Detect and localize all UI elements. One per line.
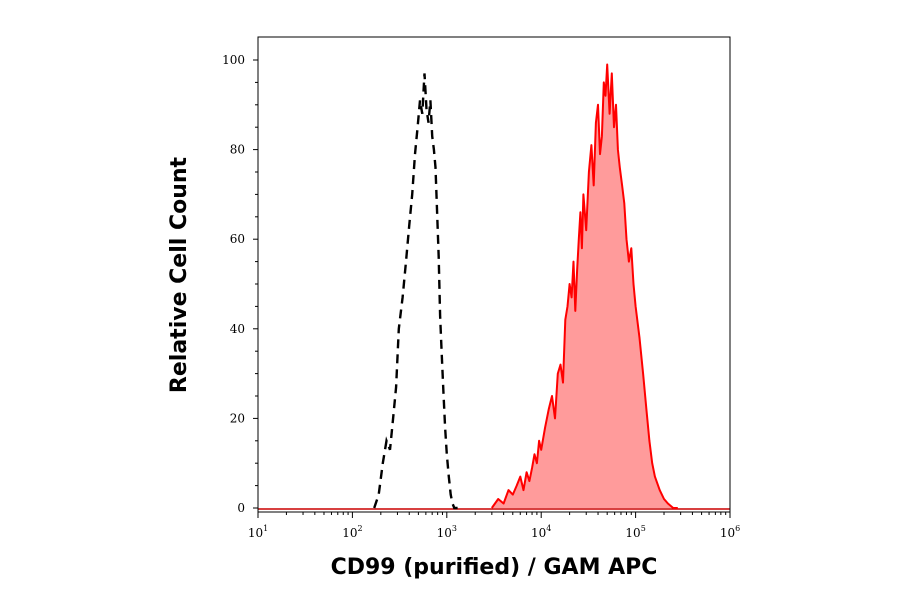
y-tick-label: 100 bbox=[222, 53, 245, 67]
x-tick-label: 105 bbox=[625, 524, 645, 540]
x-tick-label: 102 bbox=[342, 524, 362, 540]
y-tick-label: 60 bbox=[230, 232, 245, 246]
x-tick-label: 103 bbox=[437, 524, 457, 540]
x-tick-label: 101 bbox=[248, 524, 268, 540]
series-1-line bbox=[490, 63, 678, 509]
y-tick-label: 40 bbox=[230, 322, 245, 336]
y-tick-label: 0 bbox=[237, 501, 245, 515]
x-axis-title: CD99 (purified) / GAM APC bbox=[331, 555, 658, 580]
series-0-line bbox=[373, 73, 458, 510]
plot-frame bbox=[257, 36, 731, 513]
x-tick-label: 104 bbox=[531, 524, 551, 540]
y-tick-label: 80 bbox=[230, 143, 245, 157]
y-axis-title: Relative Cell Count bbox=[167, 156, 192, 393]
x-tick-label: 106 bbox=[720, 524, 740, 540]
y-tick-label: 20 bbox=[230, 411, 245, 425]
series-1-area bbox=[491, 64, 678, 508]
